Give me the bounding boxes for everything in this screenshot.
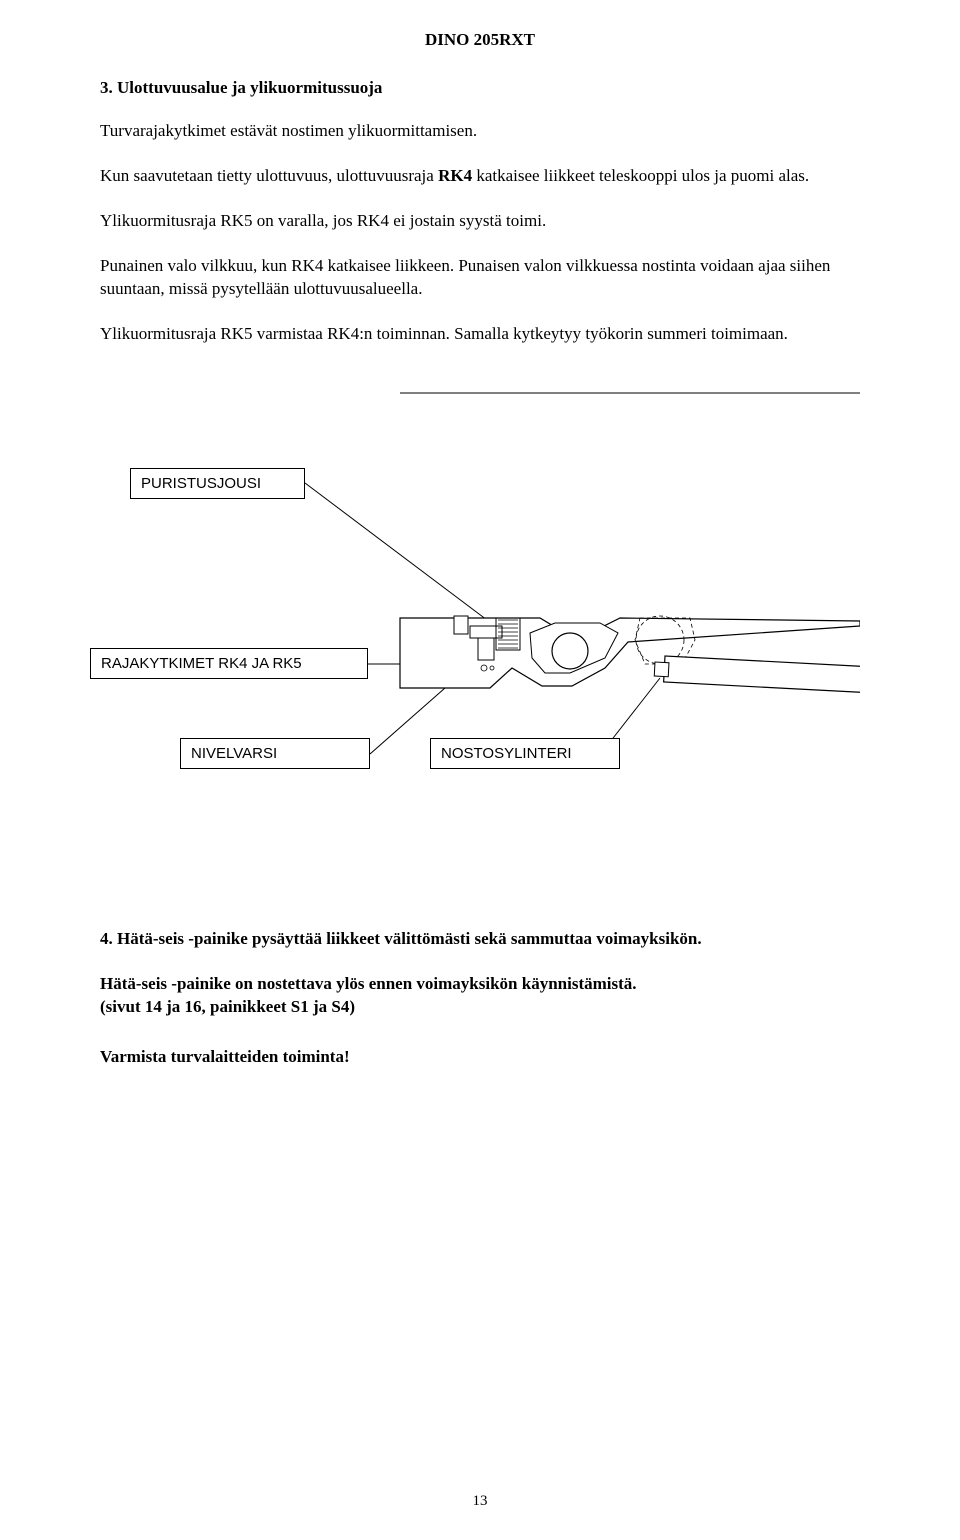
label-switches: RAJAKYTKIMET RK4 JA RK5 bbox=[90, 648, 368, 679]
label-arm: NIVELVARSI bbox=[180, 738, 370, 769]
section-4-line: Hätä-seis -painike on nostettava ylös en… bbox=[100, 973, 860, 1019]
s4-line2: (sivut 14 ja 16, painikkeet S1 ja S4) bbox=[100, 997, 355, 1016]
paragraph-3: Ylikuormitusraja RK5 on varalla, jos RK4… bbox=[100, 210, 860, 233]
paragraph-1: Turvarajakytkimet estävät nostimen yliku… bbox=[100, 120, 860, 143]
diagram-svg bbox=[100, 368, 860, 888]
paragraph-4: Punainen valo vilkkuu, kun RK4 katkaisee… bbox=[100, 255, 860, 301]
label-cylinder: NOSTOSYLINTERI bbox=[430, 738, 620, 769]
mechanical-diagram: PURISTUSJOUSI RAJAKYTKIMET RK4 JA RK5 NI… bbox=[100, 368, 860, 888]
document-header: DINO 205RXT bbox=[100, 30, 860, 50]
p2-text-a: Kun saavutetaan tietty ulottuvuus, ulott… bbox=[100, 166, 438, 185]
label-spring: PURISTUSJOUSI bbox=[130, 468, 305, 499]
p2-bold: RK4 bbox=[438, 166, 472, 185]
paragraph-2: Kun saavutetaan tietty ulottuvuus, ulott… bbox=[100, 165, 860, 188]
paragraph-5: Ylikuormitusraja RK5 varmistaa RK4:n toi… bbox=[100, 323, 860, 346]
section-3-title: 3. Ulottuvuusalue ja ylikuormitussuoja bbox=[100, 78, 860, 98]
section-4-title: 4. Hätä-seis -painike pysäyttää liikkeet… bbox=[100, 928, 860, 951]
page-number: 13 bbox=[0, 1493, 960, 1510]
section-4-final: Varmista turvalaitteiden toiminta! bbox=[100, 1046, 860, 1069]
p2-text-c: katkaisee liikkeet teleskooppi ulos ja p… bbox=[472, 166, 809, 185]
s4-line1: Hätä-seis -painike on nostettava ylös en… bbox=[100, 974, 637, 993]
